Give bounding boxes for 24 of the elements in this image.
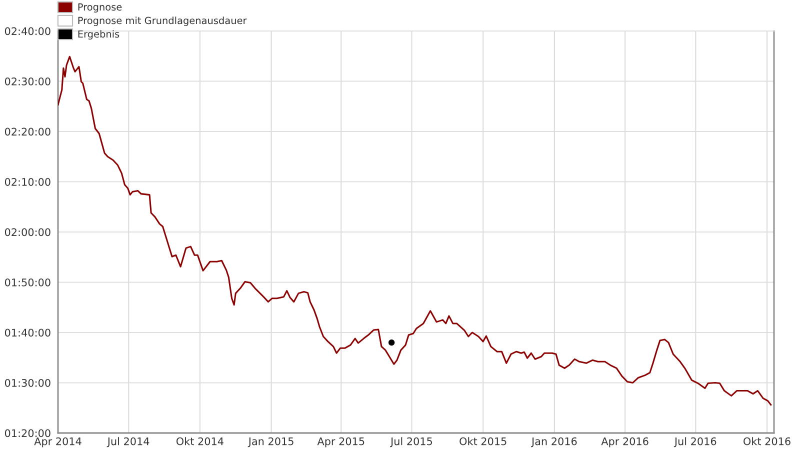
y-tick-label: 01:40:00 [4,328,50,337]
x-tick-label: Jan 2016 [530,437,577,448]
x-tick-label: Jan 2015 [248,437,294,448]
y-tick-label: 02:00:00 [4,228,50,236]
x-tick-label: Jul 2014 [106,437,150,448]
y-tick-label: 02:30:00 [4,77,50,86]
x-tick-label: Okt 2016 [744,437,790,446]
y-tick-label: 02:20:00 [4,128,50,136]
y-tick-label: 01:30:00 [4,378,50,387]
x-tick-label: Jul 2016 [674,437,716,448]
legend-label: Prognose mit Grundlagenausdauer [78,16,247,26]
y-tick-label: 01:20:00 [4,429,50,438]
x-tick-label: Jul 2015 [390,437,432,448]
legend-label: Prognose [78,3,122,13]
x-tick-label: Apr 2014 [34,437,82,448]
y-tick-label: 02:40:00 [4,27,50,36]
legend-label: Ergebnis [78,30,120,40]
x-tick-label: Apr 2016 [601,437,648,448]
x-tick-label: Okt 2015 [460,437,506,446]
y-tick-label: 02:10:00 [4,178,50,186]
line-series [58,56,772,406]
x-tick-label: Okt 2014 [176,437,224,446]
y-tick-label: 01:50:00 [4,278,50,286]
x-tick-label: Apr 2015 [317,437,364,448]
